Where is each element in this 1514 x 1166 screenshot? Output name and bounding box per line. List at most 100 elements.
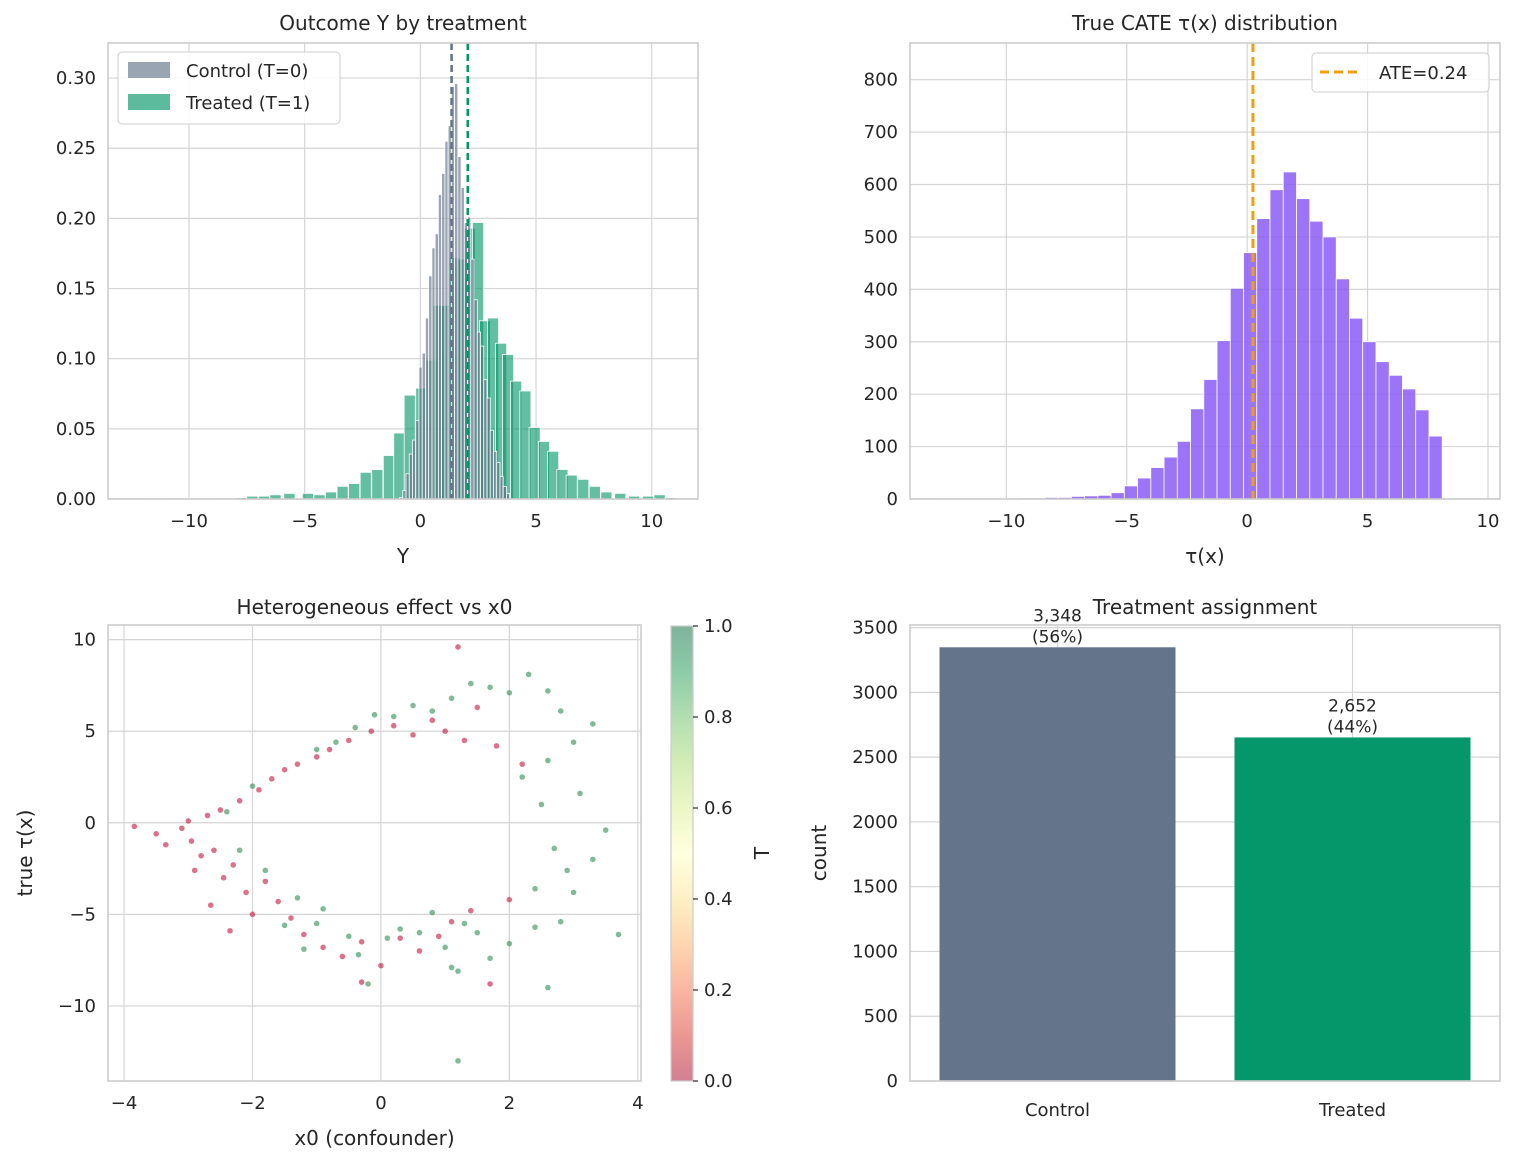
histogram-bar bbox=[1388, 374, 1403, 500]
histogram-bar bbox=[405, 473, 410, 500]
scatter-point bbox=[384, 935, 391, 941]
scatter-point bbox=[236, 798, 243, 804]
scatter-point bbox=[474, 704, 481, 711]
scatter-point bbox=[179, 825, 185, 832]
bar-percent-label: (56%) bbox=[1032, 627, 1083, 647]
colorbar-tick-label: 0.0 bbox=[704, 1071, 733, 1092]
scatter-point bbox=[355, 951, 362, 958]
y-tick-label: 0 bbox=[85, 813, 96, 834]
scatter-point bbox=[262, 878, 269, 885]
x-tick-label: −5 bbox=[291, 511, 318, 532]
y-tick-label: 0 bbox=[887, 489, 898, 510]
histogram-bar bbox=[371, 469, 384, 500]
legend-box bbox=[117, 51, 341, 125]
scatter-point bbox=[442, 944, 448, 951]
scatter-point bbox=[368, 728, 375, 735]
bar-value-label: 2,652 bbox=[1328, 696, 1377, 716]
scatter-point bbox=[461, 737, 468, 744]
y-tick-label: 1500 bbox=[852, 877, 898, 898]
colorbar-tick-label: 0.4 bbox=[704, 889, 733, 910]
y-tick-label: −10 bbox=[58, 996, 96, 1017]
histogram-bar bbox=[486, 397, 491, 500]
scatter-point bbox=[346, 933, 352, 940]
histogram-bar bbox=[499, 476, 504, 500]
chart-title: Treatment assignment bbox=[1092, 595, 1318, 619]
y-tick-label: 500 bbox=[864, 1006, 898, 1027]
y-tick-label: 1000 bbox=[852, 941, 898, 962]
scatter-point bbox=[397, 926, 403, 932]
legend-label: Treated (T=1) bbox=[185, 93, 310, 114]
x-tick-label: −5 bbox=[1113, 511, 1140, 532]
y-tick-label: 0.25 bbox=[56, 138, 96, 159]
scatter-point bbox=[358, 979, 365, 985]
scatter-point bbox=[371, 711, 378, 718]
scatter-point bbox=[487, 684, 493, 691]
scatter-point bbox=[313, 746, 320, 753]
y-tick-label: 0 bbox=[887, 1071, 898, 1092]
colorbar-tick-label: 0.2 bbox=[704, 980, 733, 1001]
scatter-point bbox=[557, 708, 564, 714]
histogram-bar bbox=[301, 492, 314, 500]
scatter-point bbox=[207, 902, 214, 908]
histogram-bar bbox=[283, 492, 296, 500]
scatter-point bbox=[577, 790, 583, 797]
axes-frame bbox=[107, 624, 642, 1082]
y-axis-label: count bbox=[807, 825, 831, 882]
x-tick-label: 5 bbox=[530, 511, 541, 532]
colorbar-tick-label: 1.0 bbox=[704, 616, 733, 637]
y-tick-label: 0.10 bbox=[56, 349, 96, 370]
histogram-bar bbox=[431, 247, 436, 500]
legend-swatch bbox=[128, 62, 170, 78]
scatter-point bbox=[506, 940, 513, 947]
histogram-bar bbox=[1243, 252, 1258, 500]
axes-frame bbox=[909, 624, 1501, 1082]
chart-assignment: 0 500 1000 1500 2000 2500 3000 3500 Control 3,348… bbox=[807, 595, 1501, 1121]
chart-title: Outcome Y by treatment bbox=[279, 11, 527, 35]
histogram-bar bbox=[412, 439, 417, 500]
scatter-point bbox=[326, 746, 333, 753]
y-tick-label: 0.30 bbox=[56, 68, 96, 89]
legend-label: Control (T=0) bbox=[186, 61, 308, 82]
legend-swatch bbox=[128, 94, 170, 110]
scatter-point bbox=[256, 787, 262, 793]
histogram-bar bbox=[1296, 198, 1311, 500]
histogram-bar bbox=[444, 140, 449, 500]
legend: Control (T=0) Treated (T=1) bbox=[117, 51, 341, 125]
scatter-point bbox=[448, 918, 455, 925]
y-tick-label: 200 bbox=[864, 384, 898, 405]
scatter-point bbox=[188, 838, 195, 844]
histogram-bar bbox=[1176, 440, 1191, 500]
scatter-point bbox=[320, 906, 326, 912]
scatter-point bbox=[358, 939, 365, 945]
scatter-point bbox=[487, 981, 493, 987]
x-tick-label: 0 bbox=[1241, 511, 1252, 532]
chart-title: True CATE τ(x) distribution bbox=[1071, 11, 1338, 35]
histogram-bar bbox=[496, 462, 501, 500]
scatter-point bbox=[275, 898, 281, 905]
histogram-bar bbox=[1123, 485, 1138, 500]
scatter-point bbox=[429, 717, 436, 724]
histogram-bar bbox=[428, 275, 433, 500]
scatter-point bbox=[410, 732, 416, 738]
scatter-point bbox=[448, 695, 455, 702]
scatter-point bbox=[294, 761, 301, 767]
histogram-bar bbox=[1282, 171, 1297, 500]
scatter-point bbox=[570, 739, 577, 746]
scatter-point bbox=[468, 680, 474, 687]
x-tick-label: 2 bbox=[504, 1093, 515, 1114]
x-axis-label: Y bbox=[396, 544, 410, 568]
chart-title: Heterogeneous effect vs x0 bbox=[237, 595, 513, 619]
scatter-point bbox=[615, 931, 622, 938]
y-tick-label: 0.15 bbox=[56, 279, 96, 300]
histogram-bar bbox=[336, 485, 349, 500]
histogram-bar bbox=[1150, 467, 1165, 500]
histogram-bar bbox=[434, 233, 439, 500]
axes-frame bbox=[107, 42, 699, 500]
y-tick-label: 10 bbox=[73, 630, 96, 651]
scatter-point bbox=[217, 807, 224, 813]
scatter-point bbox=[590, 856, 596, 863]
y-tick-label: 3500 bbox=[852, 618, 898, 639]
x-tick-label: 4 bbox=[632, 1093, 643, 1114]
histogram-bar bbox=[454, 83, 459, 500]
